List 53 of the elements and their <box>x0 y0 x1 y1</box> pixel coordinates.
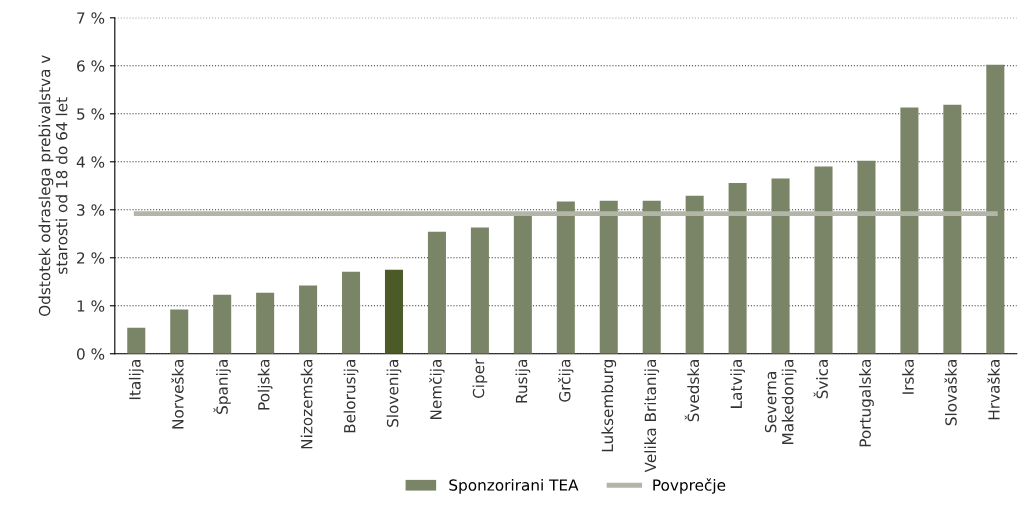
x-tick-label: Severna Makedonija <box>764 360 797 444</box>
legend-label: Sponzorirani TEA <box>449 478 579 494</box>
bar <box>943 104 962 354</box>
y-tick-label: 2 % <box>77 252 105 264</box>
x-tick-label: Belorusija <box>343 360 359 433</box>
bar <box>384 269 404 354</box>
x-tick-label: Španija <box>213 360 231 414</box>
bar <box>470 227 489 354</box>
bar <box>814 166 833 354</box>
bar <box>299 285 318 354</box>
x-tick-label: Ciper <box>472 358 488 399</box>
x-tick-label: Latvija <box>730 360 745 408</box>
bar <box>513 215 532 354</box>
y-tick-label: 7 % <box>77 12 105 24</box>
y-tick-label: 3 % <box>77 204 105 216</box>
bar <box>213 294 232 354</box>
x-tick-label: Švica <box>813 360 828 399</box>
y-tick-label: 0 % <box>76 348 105 360</box>
x-tick-label: Rusija <box>515 360 531 403</box>
bar <box>986 64 1005 354</box>
x-tick-label: Norveška <box>171 360 184 429</box>
bar <box>256 292 275 354</box>
x-tick-label: Velika Britanija <box>644 360 660 473</box>
legend-label: Povprečje <box>653 478 726 494</box>
bar <box>857 160 876 354</box>
x-tick-label: Grčija <box>558 360 574 402</box>
bar <box>127 327 146 354</box>
y-tick-label: 6 % <box>77 60 105 72</box>
bar <box>599 200 618 354</box>
bar <box>342 271 361 354</box>
bar <box>642 200 661 354</box>
x-tick-label: Luksemburg <box>601 360 617 452</box>
x-tick-label: Irska <box>902 360 914 394</box>
bar <box>685 195 704 354</box>
bar <box>771 178 790 354</box>
y-tick-label: 1 % <box>77 300 105 312</box>
x-tick-label: Slovaška <box>944 360 957 426</box>
bar <box>170 309 189 354</box>
x-tick-label: Poljska <box>257 360 273 410</box>
x-tick-label: Nemčija <box>429 360 445 420</box>
x-tick-label: Slovenija <box>386 360 402 427</box>
x-tick-label: Švedska <box>684 360 700 422</box>
x-tick-label: Nizozemska <box>300 360 313 449</box>
bar <box>427 231 446 354</box>
bar <box>900 107 919 354</box>
y-tick-label: 5 % <box>77 108 105 120</box>
bar <box>728 182 747 354</box>
x-tick-label: Portugalska <box>859 360 874 447</box>
x-tick-label: Italija <box>128 360 144 400</box>
bar <box>556 201 575 354</box>
x-tick-label: Hrvaška <box>987 360 1000 420</box>
y-axis-title: Odstotek odraslega prebivalstva v starosti od 18 do 64 let <box>38 55 68 317</box>
y-tick-label: 4 % <box>76 156 105 168</box>
